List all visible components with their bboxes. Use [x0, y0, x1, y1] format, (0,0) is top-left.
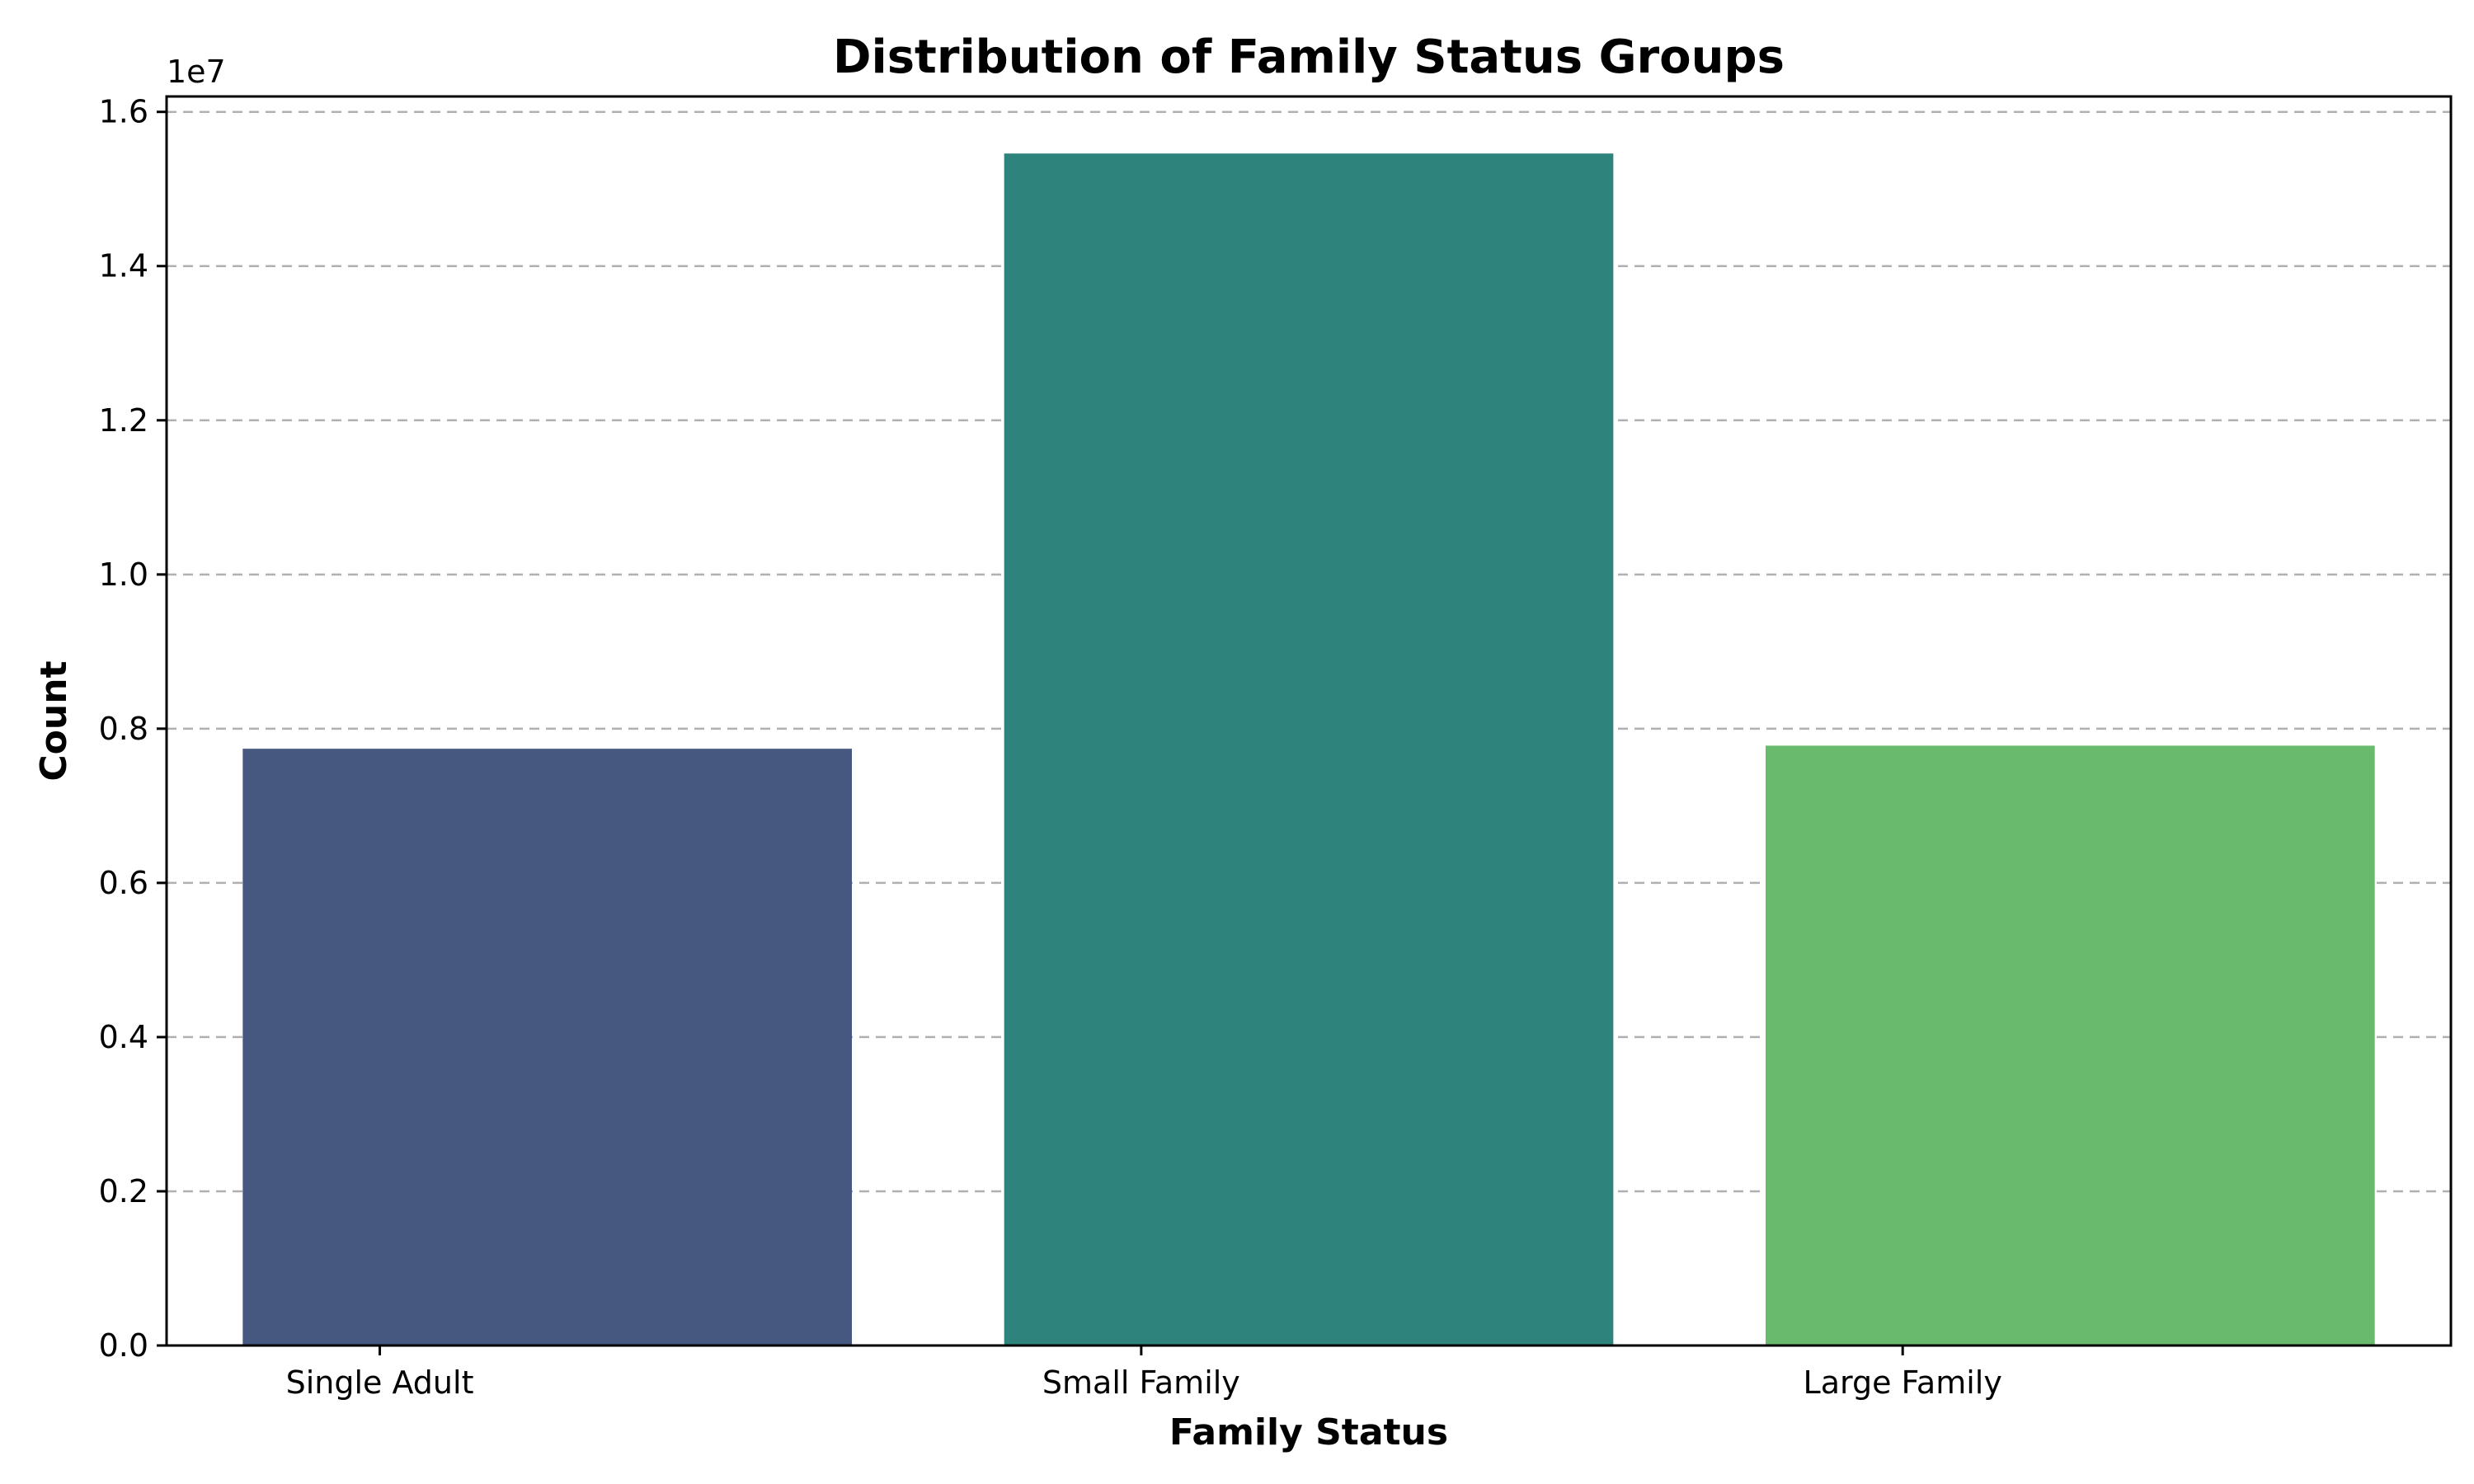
y-tick-label: 1.0	[99, 556, 148, 593]
y-tick-label: 0.8	[99, 711, 148, 747]
x-tick-label: Small Family	[1042, 1364, 1240, 1401]
bar	[242, 749, 852, 1345]
x-tick-label: Single Adult	[286, 1364, 474, 1401]
bars	[242, 153, 2375, 1345]
y-tick-label: 0.0	[99, 1327, 148, 1364]
y-axis-offset-label: 1e7	[167, 54, 226, 90]
y-tick-label: 1.2	[99, 402, 148, 439]
axes-frame	[165, 95, 2453, 1347]
x-axis-label: Family Status	[1169, 1411, 1448, 1453]
bar	[1004, 153, 1614, 1345]
x-axis-ticks: Single Adult Small Family Large Family	[286, 1345, 2002, 1401]
y-tick-label: 0.4	[99, 1019, 148, 1055]
y-axis-ticks: 0.0 0.2 0.4 0.6 0.8 1.0 1.2 1.4 1.6	[99, 94, 167, 1364]
bar	[1766, 745, 2375, 1345]
y-tick-label: 1.4	[99, 248, 148, 284]
y-tick-label: 0.2	[99, 1173, 148, 1209]
chart-title: Distribution of Family Status Groups	[833, 31, 1785, 84]
y-tick-label: 0.6	[99, 865, 148, 901]
x-tick-label: Large Family	[1804, 1364, 2002, 1401]
y-axis-label: Count	[33, 660, 75, 781]
y-tick-label: 1.6	[99, 94, 148, 130]
